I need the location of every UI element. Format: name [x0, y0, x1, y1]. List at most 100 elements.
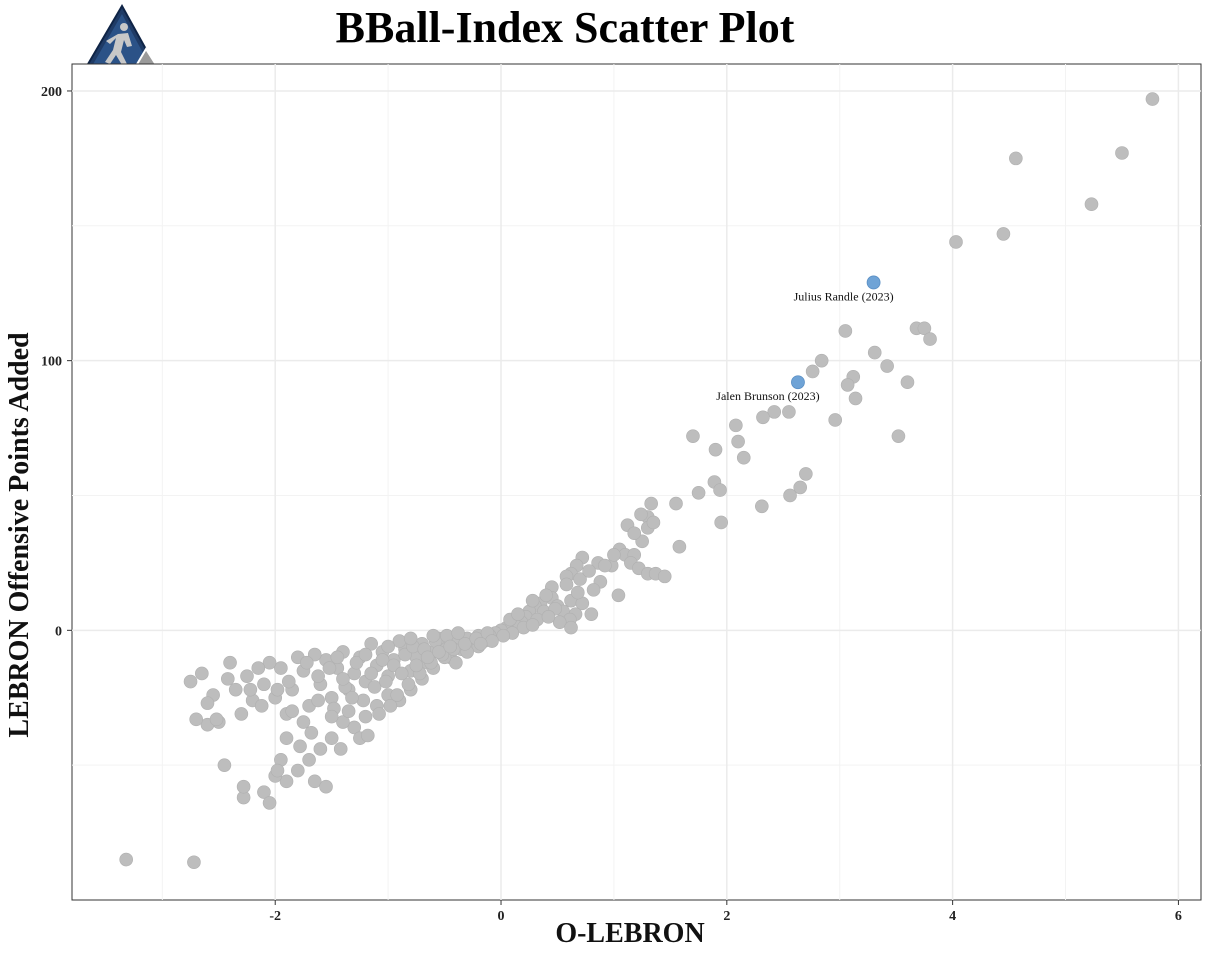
data-point	[1115, 146, 1129, 160]
y-axis-title: LEBRON Offensive Points Added	[4, 332, 35, 738]
data-point	[240, 669, 254, 683]
data-point	[187, 855, 201, 870]
data-point	[293, 739, 307, 754]
data-point	[584, 607, 599, 621]
data-point	[598, 558, 612, 573]
data-point	[270, 763, 285, 778]
data-point	[1145, 92, 1160, 106]
chart-title: BBall-Index Scatter Plot	[336, 3, 795, 52]
data-point	[432, 645, 446, 659]
data-point	[394, 666, 409, 681]
data-point	[358, 709, 373, 724]
data-point	[782, 405, 796, 419]
data-point	[367, 680, 382, 694]
data-point	[364, 637, 378, 651]
data-point	[586, 583, 601, 597]
plot-area: Julius Randle (2023) Jalen Brunson (2023)…	[41, 63, 1202, 924]
data-point	[403, 631, 418, 646]
data-point	[319, 779, 333, 794]
data-point	[217, 758, 232, 772]
data-point	[672, 539, 687, 554]
data-point	[311, 669, 325, 683]
data-point	[525, 618, 540, 632]
data-point	[840, 378, 855, 392]
data-point	[372, 707, 386, 721]
data-point	[793, 480, 808, 495]
data-point	[713, 483, 727, 497]
data-point	[799, 467, 813, 481]
highlight-point	[791, 375, 805, 390]
data-point	[401, 677, 416, 692]
data-point	[848, 391, 863, 406]
data-point	[755, 499, 769, 514]
data-point	[627, 526, 642, 541]
data-point	[714, 515, 728, 530]
data-point	[891, 429, 906, 443]
data-point	[634, 507, 648, 522]
data-point	[379, 674, 393, 689]
data-point	[236, 779, 251, 794]
data-point	[582, 564, 596, 578]
data-point	[381, 639, 395, 654]
data-point	[322, 661, 337, 675]
data-point	[900, 375, 915, 390]
data-point	[607, 548, 621, 562]
data-point	[473, 637, 488, 651]
data-point	[189, 712, 203, 727]
data-point	[304, 725, 319, 740]
data-point	[996, 227, 1011, 241]
data-point	[313, 742, 328, 756]
data-point	[686, 429, 700, 443]
data-point	[420, 650, 435, 665]
data-point	[443, 639, 458, 654]
plot-frame	[71, 63, 1202, 901]
data-point	[458, 637, 472, 651]
data-point	[552, 615, 567, 630]
data-point	[539, 588, 553, 603]
data-point	[341, 704, 356, 719]
data-point	[867, 345, 882, 360]
data-point	[1084, 197, 1099, 212]
data-point	[200, 696, 215, 710]
data-point	[262, 655, 277, 670]
x-tick-label: 6	[1175, 909, 1182, 924]
data-point	[324, 709, 339, 724]
data-point	[336, 672, 350, 686]
y-tick-label: 200	[41, 85, 62, 100]
data-point	[383, 699, 398, 713]
highlight-label: Jalen Brunson (2023)	[716, 389, 819, 403]
data-point	[183, 674, 198, 689]
x-tick-label: -2	[269, 909, 281, 924]
data-point	[828, 413, 843, 427]
data-point	[311, 693, 325, 708]
data-point	[119, 852, 133, 867]
x-tick-label: 2	[723, 909, 730, 924]
data-point	[559, 577, 574, 592]
bball-index-logo	[82, 3, 162, 72]
data-point	[949, 235, 963, 249]
data-point	[917, 321, 932, 336]
data-point	[254, 699, 269, 713]
data-point	[296, 715, 311, 729]
data-point	[262, 796, 277, 810]
data-point	[644, 496, 658, 511]
data-point	[708, 442, 723, 457]
data-point	[290, 763, 305, 778]
data-point	[302, 752, 316, 767]
data-point	[285, 704, 299, 719]
data-point	[360, 728, 375, 743]
data-point	[279, 774, 294, 789]
data-point	[345, 690, 359, 705]
data-point	[451, 626, 465, 640]
data-point	[209, 712, 224, 727]
data-point	[814, 353, 829, 368]
data-point	[274, 661, 288, 675]
x-tick-label: 0	[498, 909, 505, 924]
data-point	[541, 610, 556, 624]
data-point	[243, 682, 258, 697]
data-point	[838, 324, 853, 338]
data-point	[485, 634, 499, 648]
highlighted-points: Julius Randle (2023) Jalen Brunson (2023)	[716, 275, 894, 403]
data-point	[390, 688, 404, 702]
